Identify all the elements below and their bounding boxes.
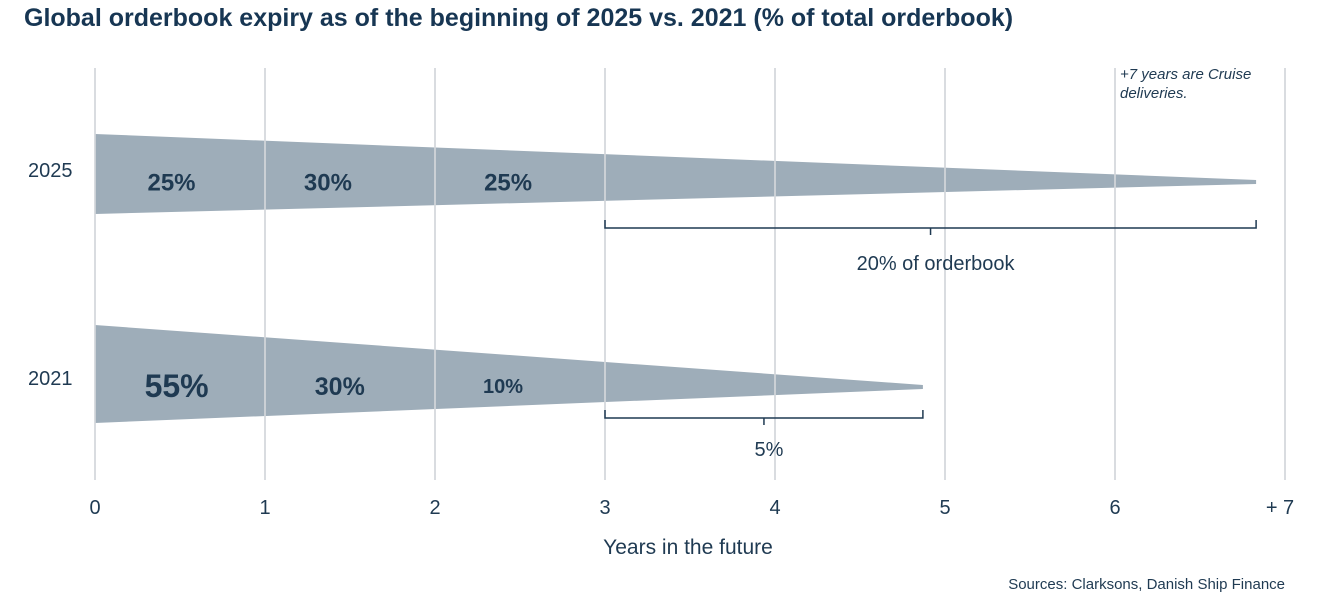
source-note: Sources: Clarksons, Danish Ship Finance bbox=[1008, 576, 1285, 593]
row-label-2021: 2021 bbox=[28, 368, 73, 390]
bracket-2025 bbox=[604, 220, 1257, 235]
x-tick-label: 1 bbox=[259, 497, 270, 519]
wedge-2025 bbox=[95, 134, 1257, 214]
annotation-line: +7 years are Cruise bbox=[1120, 66, 1251, 83]
segment-label: 10% bbox=[483, 376, 523, 398]
segment-label: 30% bbox=[304, 169, 352, 196]
x-tick-label: 0 bbox=[89, 497, 100, 519]
x-tick-label: 4 bbox=[769, 497, 780, 519]
chart-title: Global orderbook expiry as of the beginn… bbox=[24, 4, 1014, 32]
segment-label: 55% bbox=[145, 368, 209, 404]
bracket-2021 bbox=[604, 410, 924, 425]
x-tick-label: 5 bbox=[939, 497, 950, 519]
segment-label: 25% bbox=[484, 169, 532, 196]
x-tick-label: + 7 bbox=[1266, 497, 1294, 519]
x-tick-label: 3 bbox=[599, 497, 610, 519]
wedge-2021 bbox=[95, 325, 923, 423]
row-label-2025: 2025 bbox=[28, 160, 73, 182]
bracket-label-2021: 5% bbox=[754, 439, 783, 461]
x-axis-label: Years in the future bbox=[603, 536, 773, 559]
x-tick-label: 2 bbox=[429, 497, 440, 519]
annotation-line: deliveries. bbox=[1120, 85, 1188, 102]
bracket-label-2025: 20% of orderbook bbox=[857, 253, 1016, 275]
segment-label: 25% bbox=[147, 169, 195, 196]
x-tick-label: 6 bbox=[1109, 497, 1120, 519]
segment-label: 30% bbox=[315, 373, 365, 401]
